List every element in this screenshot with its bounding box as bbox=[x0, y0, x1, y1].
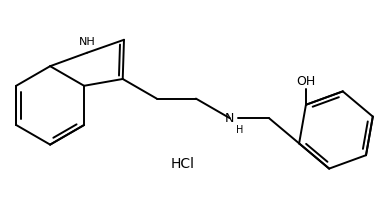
Text: NH: NH bbox=[79, 37, 95, 47]
Text: H: H bbox=[236, 125, 244, 135]
Text: HCl: HCl bbox=[171, 157, 195, 171]
Text: OH: OH bbox=[296, 75, 315, 88]
Text: N: N bbox=[225, 112, 235, 125]
